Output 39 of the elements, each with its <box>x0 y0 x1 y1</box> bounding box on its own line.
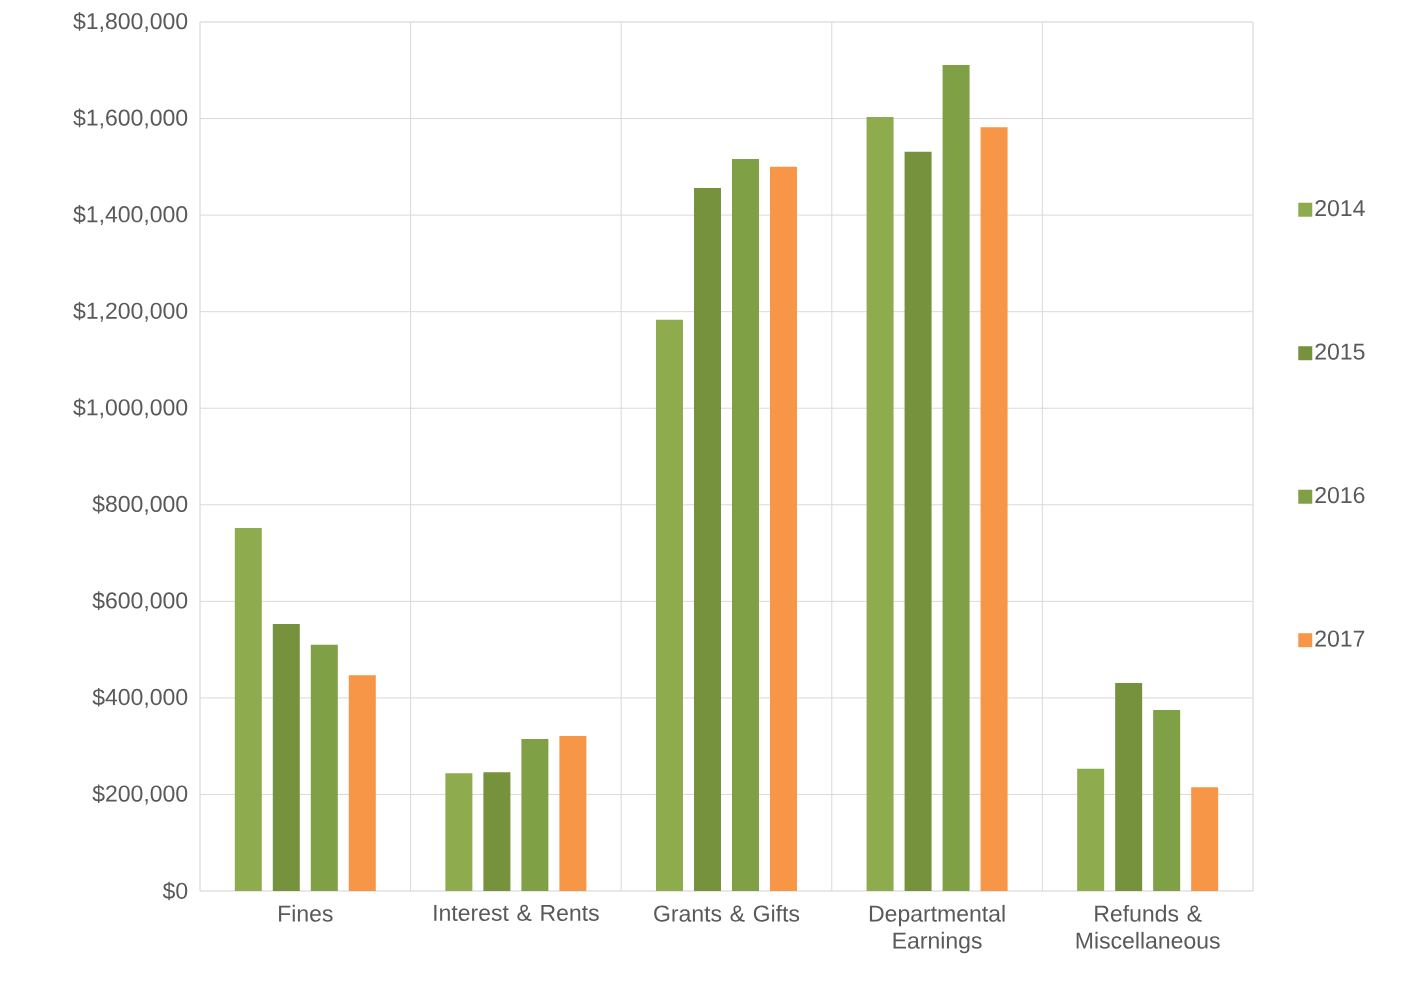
bar <box>559 736 587 891</box>
bar <box>866 117 894 891</box>
y-tick-label: $600,000 <box>92 591 188 612</box>
legend-label: 2017 <box>1315 630 1365 647</box>
bar <box>769 166 797 891</box>
bar <box>310 644 338 891</box>
bar <box>1115 682 1143 891</box>
bar <box>483 772 511 891</box>
bar <box>348 675 376 891</box>
y-tick-label: $1,200,000 <box>73 301 188 322</box>
bar <box>942 64 970 891</box>
legend-label: 2015 <box>1315 343 1365 360</box>
bar <box>234 527 262 891</box>
y-tick-label: $1,000,000 <box>73 398 188 419</box>
bar <box>904 151 932 891</box>
bar <box>1191 787 1219 891</box>
x-tick-label: Refunds & Miscellaneous <box>1076 904 1220 949</box>
y-tick-label: $400,000 <box>92 687 188 708</box>
bar <box>980 127 1008 891</box>
y-tick-label: $0 <box>162 881 188 901</box>
bar <box>693 188 721 891</box>
x-tick-label: Grants & Gifts <box>654 904 800 922</box>
bar <box>272 624 300 891</box>
y-tick-label: $1,800,000 <box>73 12 188 32</box>
y-tick-label: $200,000 <box>92 784 188 805</box>
x-tick-label: Interest & Rents <box>434 904 599 921</box>
y-tick-label: $800,000 <box>92 494 188 515</box>
y-tick-label: $1,400,000 <box>73 205 188 226</box>
bar <box>445 773 473 891</box>
x-tick-label: Departmental Earnings <box>869 904 1005 954</box>
y-tick-label: $1,600,000 <box>73 108 188 129</box>
bar <box>731 159 759 891</box>
legend-label: 2016 <box>1315 486 1365 504</box>
x-tick-label: Fines <box>279 904 333 922</box>
legend-label: 2014 <box>1315 199 1365 217</box>
bar <box>521 738 549 891</box>
bar <box>655 319 683 891</box>
bar <box>1077 768 1105 891</box>
bar <box>1153 709 1181 891</box>
